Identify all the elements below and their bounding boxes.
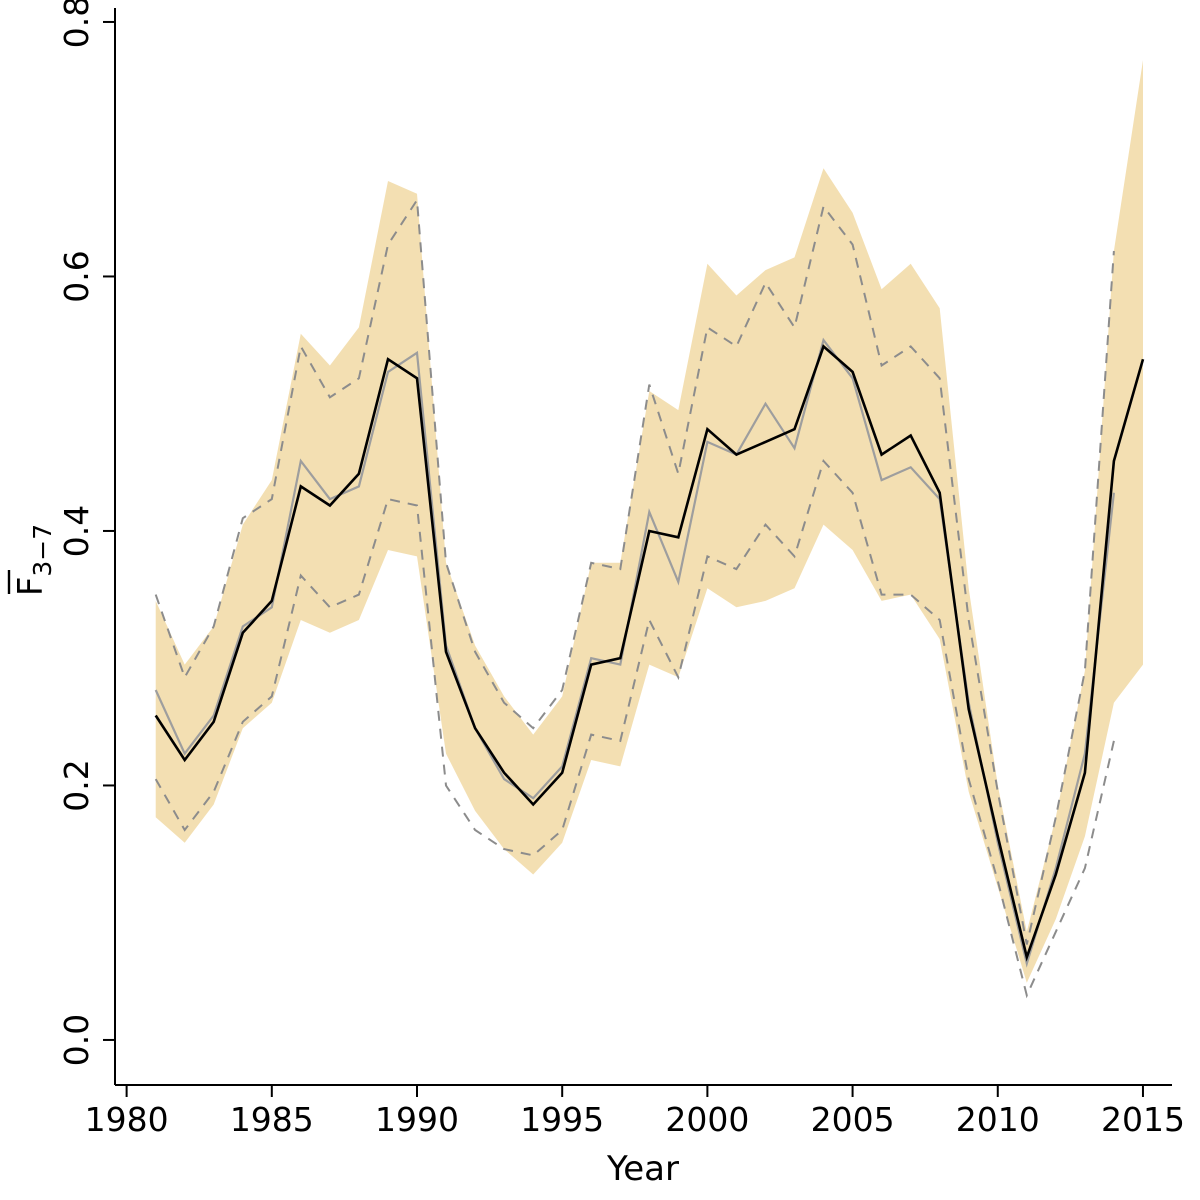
confidence-band-layer bbox=[155, 60, 1143, 983]
previous-lower-ci-line bbox=[154, 459, 1115, 999]
x-tick-label: 2010 bbox=[956, 1100, 1040, 1139]
y-axis-label: F3−7 bbox=[7, 524, 57, 596]
confidence-band bbox=[155, 60, 1143, 983]
y-tick-label: 0.6 bbox=[57, 250, 96, 302]
y-tick-label: 0.2 bbox=[57, 759, 96, 811]
x-tick-label: 2000 bbox=[665, 1100, 749, 1139]
previous-upper-ci-line bbox=[154, 197, 1115, 945]
x-tick-label: 2015 bbox=[1101, 1100, 1185, 1139]
y-tick-label: 0.8 bbox=[57, 0, 96, 48]
x-tick-label: 1985 bbox=[230, 1100, 314, 1139]
x-tick-label: 1990 bbox=[375, 1100, 459, 1139]
axes-layer: 1980 1985 1990 1995 2000 2005 2010 2015 0.0 0.2 0.… bbox=[57, 0, 1185, 1139]
x-tick-label: 2005 bbox=[811, 1100, 895, 1139]
series-layer bbox=[154, 197, 1145, 999]
y-tick-label: 0.4 bbox=[57, 505, 96, 557]
x-axis-label: Year bbox=[606, 1149, 679, 1189]
current-assessment-line bbox=[154, 344, 1145, 962]
x-tick-label: 1995 bbox=[520, 1100, 604, 1139]
x-tick-label: 1980 bbox=[85, 1100, 169, 1139]
y-tick-label: 0.0 bbox=[57, 1014, 96, 1066]
y-axis-label-text: F3−7 bbox=[11, 524, 57, 596]
